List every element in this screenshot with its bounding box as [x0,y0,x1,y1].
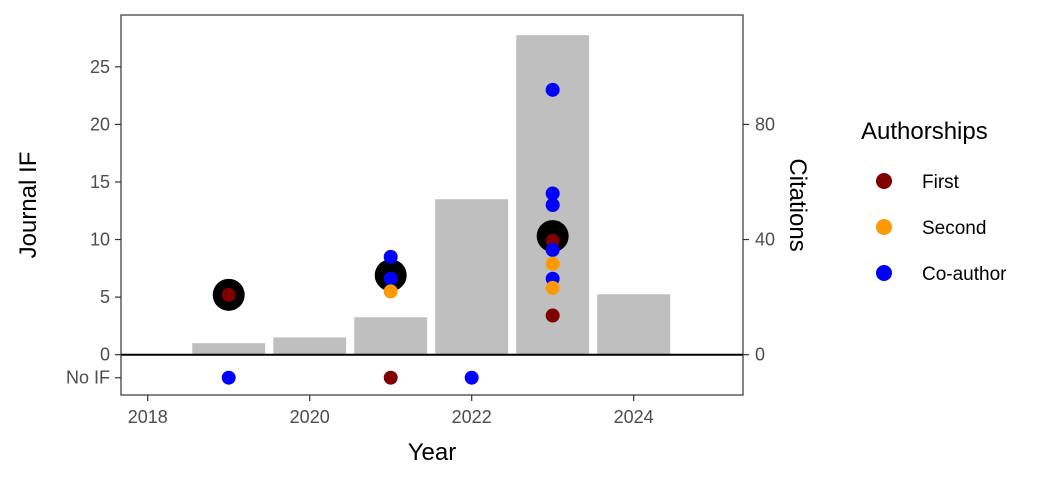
paper-point [545,186,560,201]
y-axis-left-title: Journal IF [15,152,42,259]
paper-point [545,308,560,323]
paper-point [545,280,560,295]
y-left-tick-label: 15 [90,172,110,192]
paper-point [545,82,560,97]
citation-bar [354,317,428,355]
legend: Authorships First Second Co-author [861,118,1007,285]
citation-bar [435,199,509,355]
paper-point [221,370,236,385]
citation-bar [273,337,347,355]
y-left-tick-label: 0 [100,345,110,365]
y-left-tick-label: 25 [90,57,110,77]
citation-bar [597,294,671,355]
legend-label: Co-author [922,264,1007,285]
paper-point [221,287,236,302]
y-left-tick-label: 20 [90,114,110,134]
legend-title: Authorships [861,118,988,145]
y-right-tick-label: 40 [755,230,775,250]
legend-label: Second [922,218,986,239]
legend-key [876,173,892,189]
no-if-tick-label: No IF [66,368,110,388]
x-tick-label: 2018 [128,407,168,427]
paper-point [383,284,398,299]
paper-point [545,256,560,271]
x-axis: 2018 2020 2022 2024 [128,395,654,427]
paper-point [545,198,560,212]
y-right-tick-label: 0 [755,345,765,365]
paper-point [464,370,479,385]
y-axis-left: 0 5 10 15 20 25 No IF [66,57,121,388]
paper-points [221,82,560,385]
legend-key [876,219,892,235]
paper-point [383,370,398,385]
y-left-tick-label: 10 [90,230,110,250]
plot-border [120,14,744,396]
y-right-tick-label: 80 [755,114,775,134]
legend-label: First [922,172,960,193]
paper-point [545,242,560,257]
paper-point [383,249,398,264]
legend-key [876,265,892,281]
x-tick-label: 2024 [614,407,654,427]
y-axis-right-title: Citations [784,158,811,251]
paper-point [383,271,398,286]
citation-bar [192,343,266,355]
y-axis-right: 0 40 80 [743,114,775,365]
x-axis-title: Year [408,439,457,466]
x-tick-label: 2022 [452,407,492,427]
y-left-tick-label: 5 [100,287,110,307]
x-tick-label: 2020 [290,407,330,427]
